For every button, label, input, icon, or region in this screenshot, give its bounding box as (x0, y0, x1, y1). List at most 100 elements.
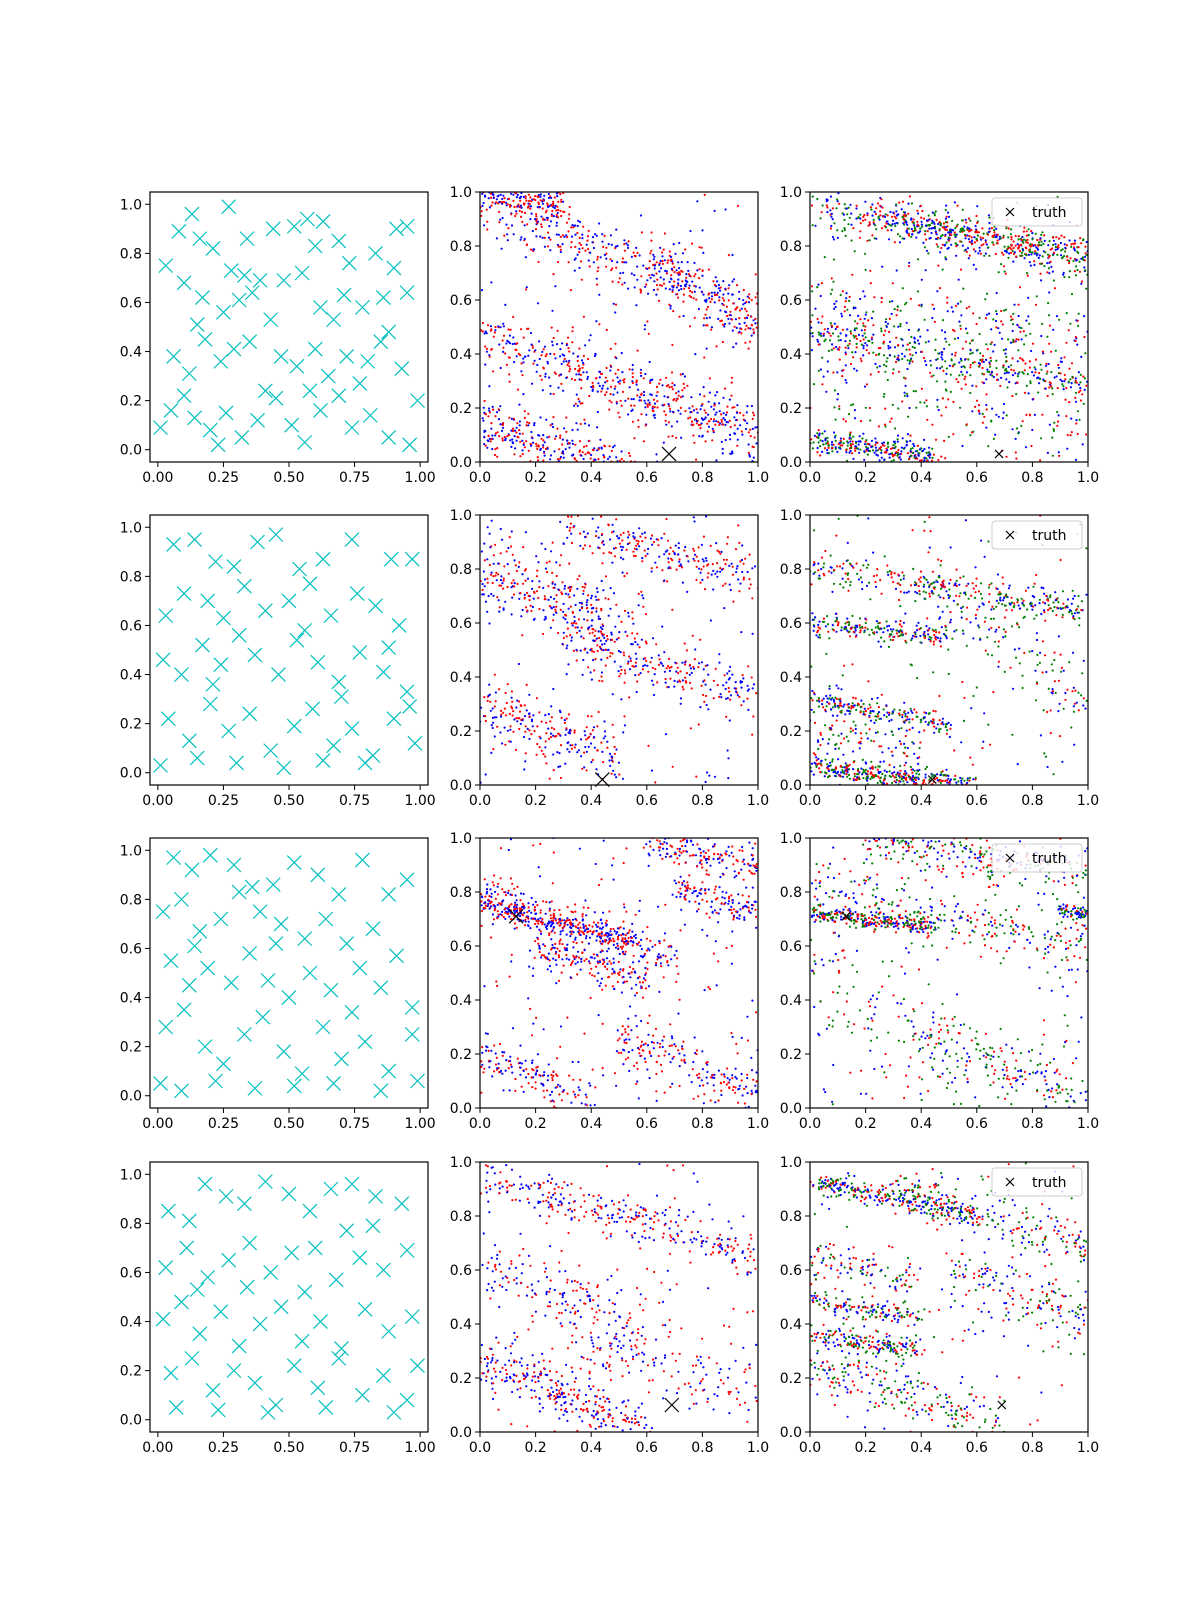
scatter-dot (512, 233, 515, 236)
scatter-dot (671, 388, 674, 391)
scatter-dot (561, 443, 564, 446)
scatter-dot (564, 592, 568, 595)
y-tick-label: 0.4 (120, 668, 142, 684)
scatter-dot (839, 437, 843, 440)
scatter-dot (941, 226, 944, 229)
scatter-dot (992, 243, 995, 246)
scatter-dot (732, 600, 735, 603)
y-tick-label: 0.8 (450, 562, 472, 578)
scatter-dot (503, 707, 506, 710)
plot-area (480, 515, 758, 784)
scatter-dot (747, 443, 750, 446)
scatter-dot (528, 729, 531, 732)
scatter-dot (503, 565, 506, 568)
scatter-dot (873, 296, 876, 299)
scatter-dot (722, 396, 725, 399)
scatter-dot (820, 282, 824, 285)
scatter-dot (895, 221, 899, 225)
scatter-dot (751, 445, 754, 448)
scatter-dot (499, 366, 502, 370)
scatter-dot (586, 375, 590, 378)
scatter-dot (665, 272, 669, 275)
scatter-dot (736, 404, 739, 407)
scatter-dot (906, 392, 909, 395)
scatter-dot (647, 292, 650, 295)
scatter-dot (1012, 252, 1016, 255)
scatter-dot (695, 565, 698, 568)
scatter-dot (853, 329, 856, 332)
scatter-dot (570, 586, 573, 589)
scatter-dot (497, 418, 500, 421)
scatter-dot (732, 302, 735, 305)
scatter-dot (552, 200, 555, 203)
scatter-dot (712, 588, 715, 591)
scatter-dot (722, 584, 725, 587)
x-marker-point (268, 390, 284, 406)
scatter-dot (848, 295, 851, 298)
scatter-dot (519, 199, 522, 202)
scatter-dot (889, 420, 892, 423)
x-marker-point (231, 627, 247, 643)
scatter-dot (702, 535, 706, 538)
scatter-dot (939, 237, 942, 240)
scatter-dot (811, 314, 814, 317)
scatter-dot (829, 195, 833, 198)
scatter-dot (483, 585, 486, 588)
x-tick-label: 0.00 (142, 793, 173, 809)
scatter-dot (845, 207, 848, 210)
scatter-dot (482, 593, 485, 596)
scatter-dot (483, 332, 486, 335)
scatter-dot (812, 773, 815, 776)
scatter-dot (646, 267, 649, 270)
scatter-dot (630, 272, 633, 275)
scatter-dot (908, 341, 911, 345)
scatter-dot (617, 537, 620, 540)
scatter-dot (587, 357, 590, 361)
scatter-dot (652, 683, 655, 686)
scatter-dot (689, 727, 692, 730)
scatter-dot (528, 349, 531, 352)
scatter-dot (985, 426, 988, 429)
scatter-dot (909, 765, 912, 769)
scatter-dot (981, 412, 984, 416)
scatter-dot (663, 579, 666, 582)
scatter-dot (512, 579, 515, 582)
scatter-dot (817, 321, 820, 324)
scatter-dot (893, 308, 896, 311)
scatter-dot (940, 353, 944, 356)
scatter-dot (491, 434, 494, 437)
scatter-dot (862, 768, 865, 771)
scatter-dot (740, 307, 743, 310)
x-marker-point (302, 383, 318, 399)
scatter-dot (838, 407, 841, 411)
scatter-dot (724, 563, 727, 566)
scatter-dot (875, 353, 878, 357)
scatter-dot (878, 459, 881, 462)
scatter-dot (947, 774, 950, 778)
scatter-dot (961, 444, 964, 448)
scatter-dot (1030, 444, 1033, 448)
scatter-dot (984, 252, 988, 255)
scatter-dot (1003, 372, 1006, 375)
scatter-dot (994, 319, 998, 323)
scatter-dot (669, 277, 673, 280)
scatter-dot (507, 227, 510, 230)
scatter-dot (640, 590, 643, 593)
x-marker-point (315, 214, 331, 229)
x-marker-point (189, 317, 205, 332)
scatter-dot (935, 367, 939, 370)
x-marker-point (205, 241, 221, 256)
scatter-dot (671, 765, 674, 768)
scatter-dot (557, 260, 560, 264)
scatter-dot (988, 221, 991, 225)
x-marker-point (313, 403, 328, 418)
scatter-dot (899, 309, 902, 312)
scatter-dot (1070, 382, 1073, 385)
scatter-dot (514, 564, 518, 567)
scatter-dot (741, 570, 744, 574)
plot-area (810, 515, 1088, 785)
scatter-dot (702, 293, 705, 296)
scatter-dot (527, 205, 530, 208)
scatter-dot (721, 452, 724, 455)
scatter-dot (526, 591, 529, 595)
